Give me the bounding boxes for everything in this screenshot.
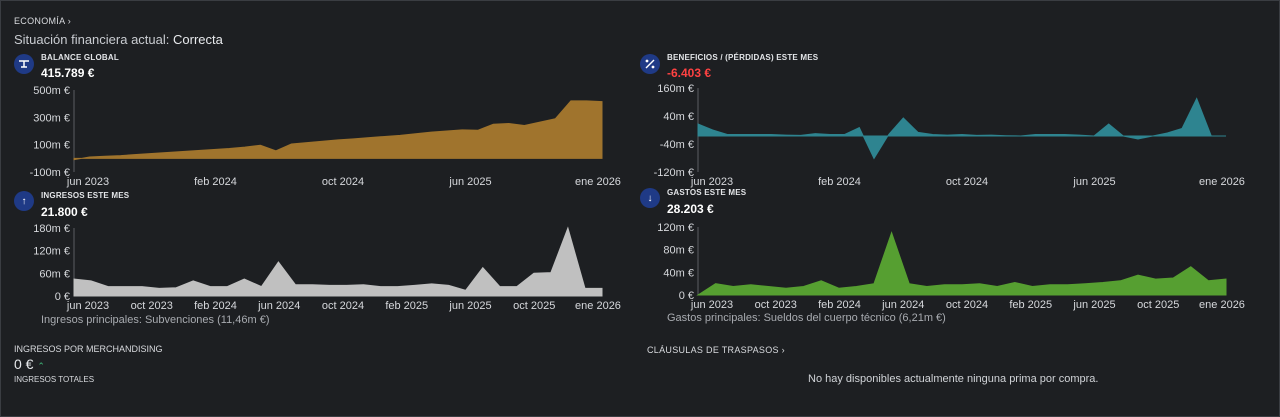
x-tick-label: ene 2026 [1199,299,1245,311]
x-tick-label: feb 2024 [818,176,861,188]
arrow-down-icon: ↓ [640,188,660,208]
x-tick-label: oct 2023 [131,300,173,312]
x-tick-label: ene 2026 [575,176,621,188]
empty-message: No hay disponibles actualmente ninguna p… [808,373,1099,385]
gastos-footer: Gastos principales: Sueldos del cuerpo t… [667,312,946,324]
y-tick-label: 120m € [657,222,694,234]
balance-value: 415.789 € [41,66,95,80]
x-tick-label: jun 2025 [1072,176,1115,188]
merchandising-value: 0 € [14,356,34,372]
x-tick-label: feb 2024 [194,176,237,188]
y-tick-label: 0 € [55,291,70,303]
y-tick-label: -40m € [660,139,694,151]
x-tick-label: jun 2023 [690,299,733,311]
balance-chart: 500m € 300m € 100m € -100m €jun 2023 feb 202… [30,85,621,188]
ingresos-footer: Ingresos principales: Subvenciones (11,4… [41,314,270,326]
balance-title: BALANCE GLOBAL [41,53,119,62]
x-tick-label: jun 2025 [448,300,491,312]
x-tick-label: jun 2025 [448,176,491,188]
x-tick-label: oct 2024 [322,176,364,188]
y-tick-label: 60m € [39,268,70,280]
x-tick-label: oct 2025 [513,300,555,312]
clausulas-label: CLÁUSULAS DE TRASPASOS [647,345,779,355]
gastos-title: GASTOS ESTE MES [667,188,747,197]
y-tick-label: 120m € [33,246,70,258]
y-tick-label: -100m € [30,167,70,179]
y-tick-label: 40m € [663,111,694,123]
beneficios-title: BENEFICIOS / (PÉRDIDAS) ESTE MES [667,53,819,62]
ingresos-title: INGRESOS ESTE MES [41,191,130,200]
x-tick-label: oct 2023 [755,299,797,311]
y-tick-label: 0 € [679,290,694,302]
x-tick-label: ene 2026 [1199,176,1245,188]
ingresos-chart: 180m € 120m € 60m € 0 €jun 2023 oct 2023 feb … [33,223,621,312]
merchandising-value-row: 0 € ⌃ [14,356,45,372]
x-tick-label: feb 2024 [194,300,237,312]
x-tick-label: ene 2026 [575,300,621,312]
chevron-right-icon: › [67,16,72,26]
x-tick-label: oct 2024 [322,300,364,312]
gastos-chart: 120m € 80m € 40m € 0 €jun 2023 oct 2023 feb 2… [657,222,1245,311]
merchandising-title: INGRESOS POR MERCHANDISING [14,344,163,354]
ingresos-totales-label: INGRESOS TOTALES [14,375,95,384]
y-tick-label: 100m € [33,140,70,152]
series-area [73,226,603,297]
status-value: Correcta [173,32,223,47]
x-tick-label: oct 2024 [946,176,988,188]
beneficios-value: -6.403 € [667,66,712,80]
financial-status: Situación financiera actual: Correcta [14,32,223,47]
y-tick-label: 500m € [33,85,70,97]
beneficios-chart: 160m € 40m € -40m € -120m €jun 2023 feb 2024… [654,83,1245,188]
y-tick-label: 300m € [33,112,70,124]
x-tick-label: feb 2025 [385,300,428,312]
x-tick-label: oct 2025 [1137,299,1179,311]
x-tick-label: jun 2024 [257,300,300,312]
chevron-right-icon: › [781,345,785,355]
series-area [697,97,1226,160]
x-tick-label: jun 2023 [66,300,109,312]
y-tick-label: 180m € [33,223,70,235]
x-tick-label: feb 2024 [818,299,861,311]
y-tick-label: 40m € [663,267,694,279]
y-tick-label: 80m € [663,245,694,257]
scale-icon [14,54,34,74]
x-tick-label: oct 2024 [946,299,988,311]
breadcrumb-economia[interactable]: ECONOMÍA › [14,16,71,26]
percent-icon [640,54,660,74]
x-tick-label: jun 2023 [66,176,109,188]
ingresos-value: 21.800 € [41,205,88,219]
x-tick-label: jun 2023 [690,176,733,188]
arrow-up-icon: ↑ [14,191,34,211]
y-tick-label: 160m € [657,83,694,95]
series-area [696,231,1227,296]
breadcrumb-label: ECONOMÍA [14,16,65,26]
y-tick-label: -120m € [654,167,694,179]
trend-up-icon: ⌃ [37,361,45,371]
x-tick-label: feb 2025 [1009,299,1052,311]
gastos-value: 28.203 € [667,202,714,216]
x-tick-label: jun 2025 [1072,299,1115,311]
x-tick-label: jun 2024 [881,299,924,311]
status-label: Situación financiera actual: [14,32,170,47]
clausulas-traspasos-link[interactable]: CLÁUSULAS DE TRASPASOS › [647,345,785,355]
series-area [73,100,603,161]
